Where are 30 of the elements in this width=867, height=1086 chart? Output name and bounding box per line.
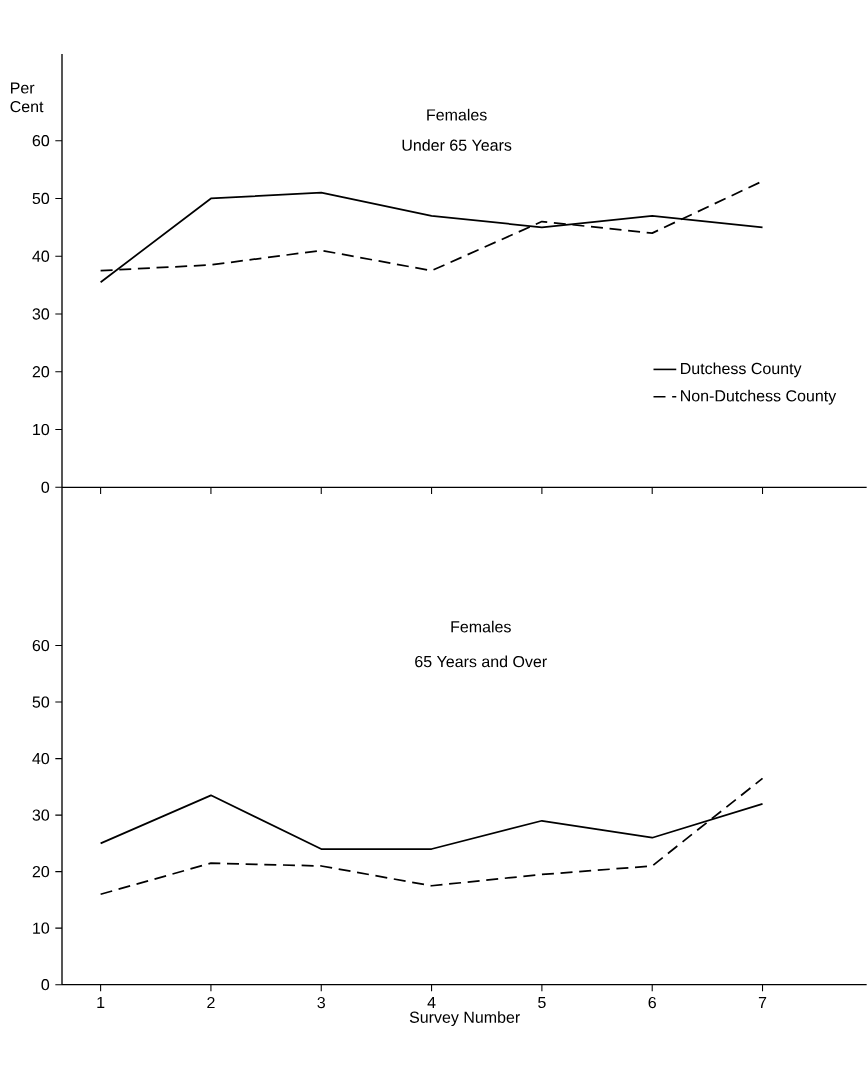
y-tick-label: 50 [32,192,50,205]
x-tick-label: 4 [427,996,436,1008]
y-tick-label: 40 [32,752,50,765]
y-tick-label: 20 [32,865,50,878]
line-series [99,777,764,896]
y-axis-title: Per Cent [10,82,44,113]
x-tick-label: 5 [538,996,546,1009]
y-tick-label: 60 [32,135,50,147]
y-tick-label: 30 [32,308,50,320]
text: Under 65 Years [402,139,512,151]
y-tick-label: 50 [32,696,50,708]
legend-label: Non-Dutchess County [681,389,837,405]
x-axis-title: Survey Number [409,1011,521,1027]
y-tick-label: 20 [32,366,50,378]
y-tick-label: 0 [41,481,50,493]
x-tick-label: 1 [97,996,105,1008]
y-tick-label: 10 [33,423,50,436]
x-tick-label: 6 [648,996,657,1009]
x-tick-label: 3 [317,996,326,1009]
y-tick-label: 10 [33,922,50,934]
x-tick-label: 2 [207,996,215,1009]
text: 65 Years and Over [415,655,548,668]
y-tick-label: 60 [32,639,50,652]
y-tick-label: 40 [32,250,50,262]
y-tick-label: 0 [41,979,50,991]
legend-label: Dutchess County [681,362,802,378]
text: Females [427,108,487,121]
text: Females [451,620,512,633]
x-tick-label: 7 [759,996,767,1008]
y-tick-label: 30 [32,809,50,821]
